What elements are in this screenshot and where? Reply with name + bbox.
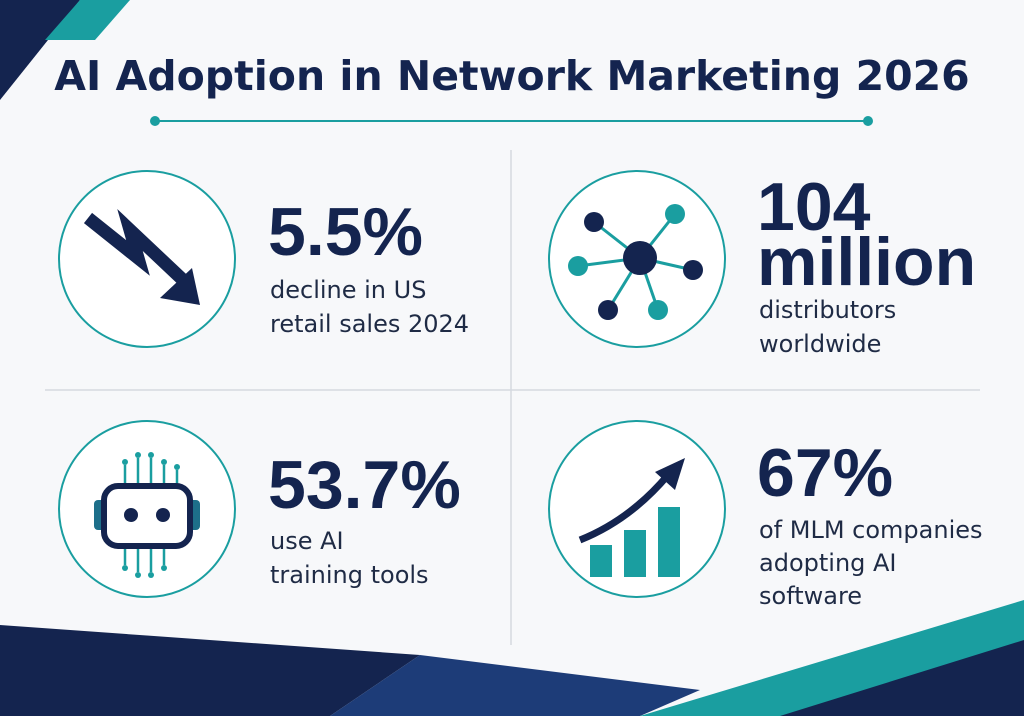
stat-description: distributors — [759, 296, 896, 324]
stat-description: training tools — [270, 561, 429, 589]
rule-dot — [863, 116, 873, 126]
stat-value: million — [757, 224, 976, 300]
stat-description: use AI — [270, 527, 344, 555]
title: AI Adoption in Network Marketing 2026 — [54, 52, 969, 100]
stat-description: software — [759, 582, 862, 610]
decline-icon — [83, 209, 200, 305]
network-icon — [568, 204, 703, 320]
stat-description: worldwide — [759, 330, 881, 358]
stat-value: 53.7% — [268, 447, 461, 523]
bottom-decoration — [780, 640, 1024, 716]
corner-decoration — [45, 0, 130, 40]
stat-value: 5.5% — [268, 194, 423, 270]
bottom-decoration — [330, 655, 700, 716]
stat-description: adopting AI — [759, 549, 897, 577]
stat-value: 104 — [757, 169, 871, 245]
bottom-decoration — [0, 625, 420, 716]
stat-description: retail sales 2024 — [270, 310, 469, 338]
stat-value: 67% — [757, 435, 893, 511]
growth-icon — [578, 458, 685, 577]
stat-description: decline in US — [270, 276, 426, 304]
robot-icon — [94, 452, 200, 578]
rule-dot — [150, 116, 160, 126]
stat-description: of MLM companies — [759, 516, 983, 544]
